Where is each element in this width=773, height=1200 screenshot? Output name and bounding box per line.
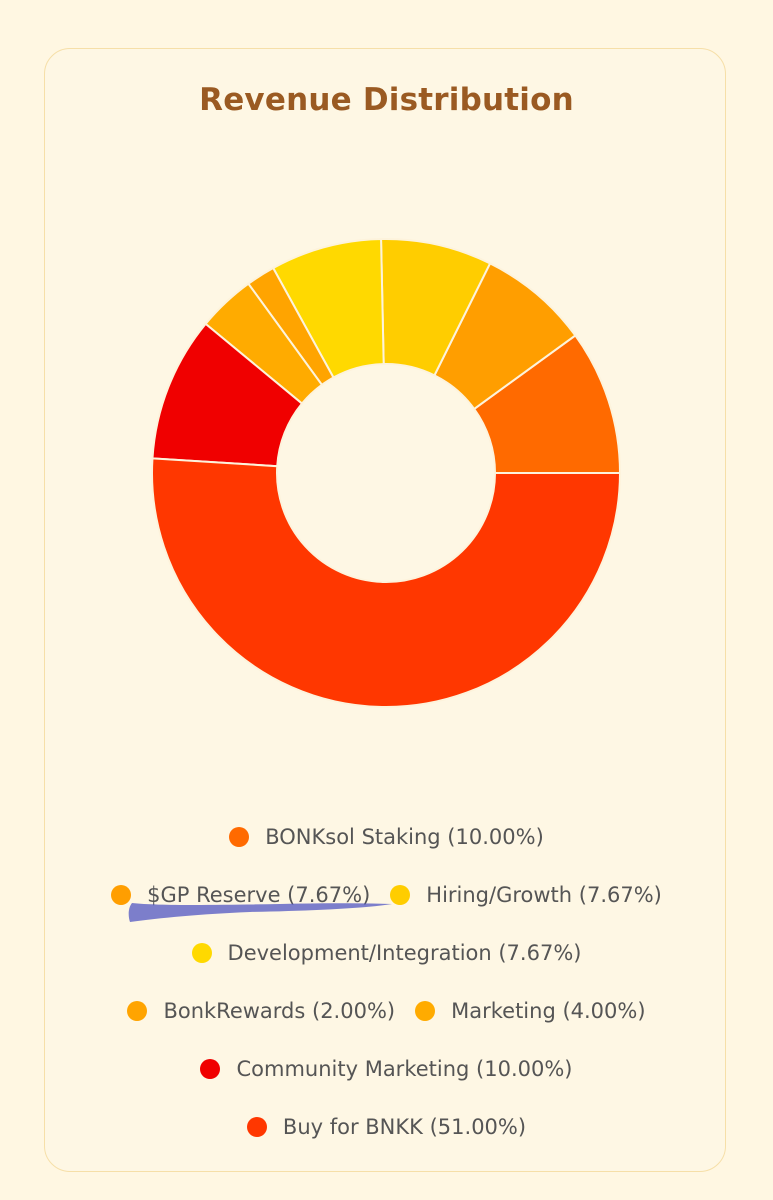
- legend-item-hiring-growth[interactable]: Hiring/Growth (7.67%): [390, 883, 662, 907]
- legend-item-community-marketing[interactable]: Community Marketing (10.00%): [200, 1057, 573, 1081]
- marker-stroke: [128, 903, 393, 922]
- donut-hole: [278, 365, 494, 581]
- legend-swatch: [246, 1117, 267, 1137]
- legend-row: $GP Reserve (7.67%) Hiring/Growth (7.67%): [0, 879, 773, 911]
- legend-label: BonkRewards (2.00%): [163, 999, 396, 1023]
- legend-label: BONKsol Staking (10.00%): [265, 825, 544, 849]
- donut-chart: [151, 238, 622, 708]
- legend-item-buy-for-bnkk[interactable]: Buy for BNKK (51.00%): [246, 1115, 527, 1139]
- legend-swatch: [390, 885, 411, 905]
- legend-item-development-integration[interactable]: Development/Integration (7.67%): [191, 941, 582, 965]
- legend-label: Hiring/Growth (7.67%): [426, 883, 662, 907]
- legend-swatch: [111, 885, 132, 905]
- legend-row: Community Marketing (10.00%): [0, 1053, 773, 1085]
- donut-slice-buy-for-bnkk[interactable]: [151, 457, 622, 708]
- legend-label: Community Marketing (10.00%): [236, 1057, 573, 1081]
- legend-swatch: [415, 1001, 436, 1021]
- legend-label: Marketing (4.00%): [451, 999, 646, 1023]
- legend-row: Buy for BNKK (51.00%): [0, 1111, 773, 1143]
- legend-item-bonksol-staking[interactable]: BONKsol Staking (10.00%): [229, 825, 544, 849]
- legend-row: Development/Integration (7.67%): [0, 937, 773, 969]
- legend-swatch: [191, 943, 212, 963]
- legend-row: BonkRewards (2.00%) Marketing (4.00%): [0, 995, 773, 1027]
- legend-label: Buy for BNKK (51.00%): [282, 1115, 527, 1139]
- legend-item-gp-reserve[interactable]: $GP Reserve (7.67%): [111, 883, 370, 907]
- legend-label: Development/Integration (7.67%): [227, 941, 582, 965]
- legend-swatch: [200, 1059, 221, 1079]
- legend-row: BONKsol Staking (10.00%): [0, 821, 773, 853]
- legend-swatch: [229, 827, 250, 847]
- legend-item-marketing[interactable]: Marketing (4.00%): [415, 999, 646, 1023]
- legend-item-bonkrewards[interactable]: BonkRewards (2.00%): [127, 999, 395, 1023]
- chart-title: Revenue Distribution: [199, 82, 574, 118]
- legend-swatch: [127, 1001, 148, 1021]
- legend-label: $GP Reserve (7.67%): [147, 883, 371, 907]
